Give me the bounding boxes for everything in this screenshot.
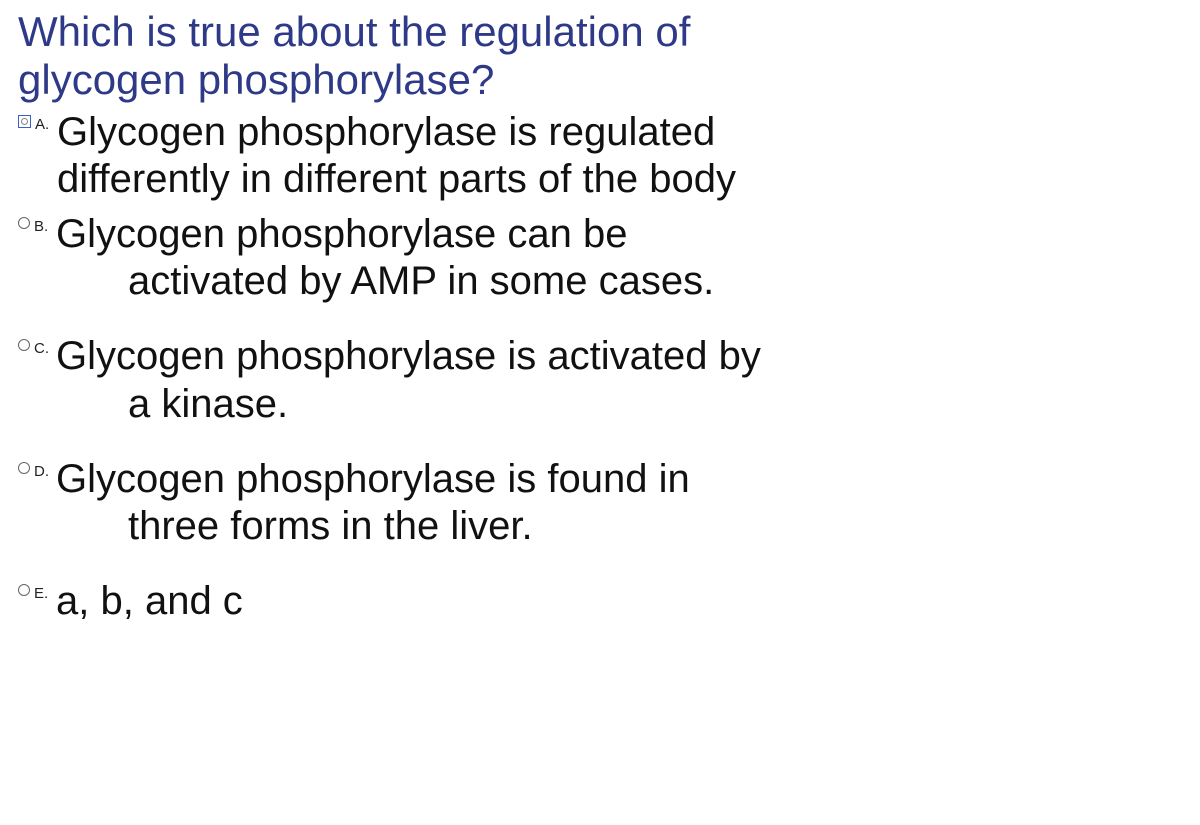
question-title-line1: Which is true about the regulation of xyxy=(18,8,690,55)
option-e-letter: E. xyxy=(34,586,52,601)
radio-c-wrap[interactable] xyxy=(18,339,30,351)
option-c-text: Glycogen phosphorylase is activated by a… xyxy=(56,333,761,427)
radio-d[interactable] xyxy=(18,462,30,474)
option-e[interactable]: E. a, b, and c xyxy=(18,578,1182,625)
radio-e[interactable] xyxy=(18,584,30,596)
option-b-letter: B. xyxy=(34,219,52,234)
option-a-line2: differently in different parts of the bo… xyxy=(57,157,736,201)
radio-c[interactable] xyxy=(18,339,30,351)
option-d-line2: three forms in the liver. xyxy=(56,503,690,550)
option-b[interactable]: B. Glycogen phosphorylase can be activat… xyxy=(18,211,1182,305)
option-e-text: a, b, and c xyxy=(56,578,243,625)
option-a-letter: A. xyxy=(35,117,53,132)
option-c-letter: C. xyxy=(34,341,52,356)
option-c-line2: a kinase. xyxy=(56,381,761,428)
option-a-line1: Glycogen phosphorylase is regulated xyxy=(57,110,715,154)
radio-a[interactable] xyxy=(18,115,31,128)
option-b-text: Glycogen phosphorylase can be activated … xyxy=(56,211,714,305)
question-title: Which is true about the regulation of gl… xyxy=(18,8,1182,105)
option-d[interactable]: D. Glycogen phosphorylase is found in th… xyxy=(18,456,1182,550)
option-e-line1: a, b, and c xyxy=(56,579,243,623)
option-d-text: Glycogen phosphorylase is found in three… xyxy=(56,456,690,550)
option-d-letter: D. xyxy=(34,464,52,479)
option-c[interactable]: C. Glycogen phosphorylase is activated b… xyxy=(18,333,1182,427)
option-b-line1: Glycogen phosphorylase can be xyxy=(56,212,627,256)
option-d-line1: Glycogen phosphorylase is found in xyxy=(56,457,690,501)
radio-b-wrap[interactable] xyxy=(18,217,30,229)
option-c-line1: Glycogen phosphorylase is activated by xyxy=(56,334,761,378)
option-b-line2: activated by AMP in some cases. xyxy=(56,258,714,305)
question-title-line2: glycogen phosphorylase? xyxy=(18,56,494,103)
radio-d-wrap[interactable] xyxy=(18,462,30,474)
radio-b[interactable] xyxy=(18,217,30,229)
option-a[interactable]: A. Glycogen phosphorylase is regulated d… xyxy=(18,109,1182,203)
radio-a-wrap[interactable] xyxy=(18,115,31,128)
option-a-text: Glycogen phosphorylase is regulated diff… xyxy=(57,109,736,203)
radio-e-wrap[interactable] xyxy=(18,584,30,596)
